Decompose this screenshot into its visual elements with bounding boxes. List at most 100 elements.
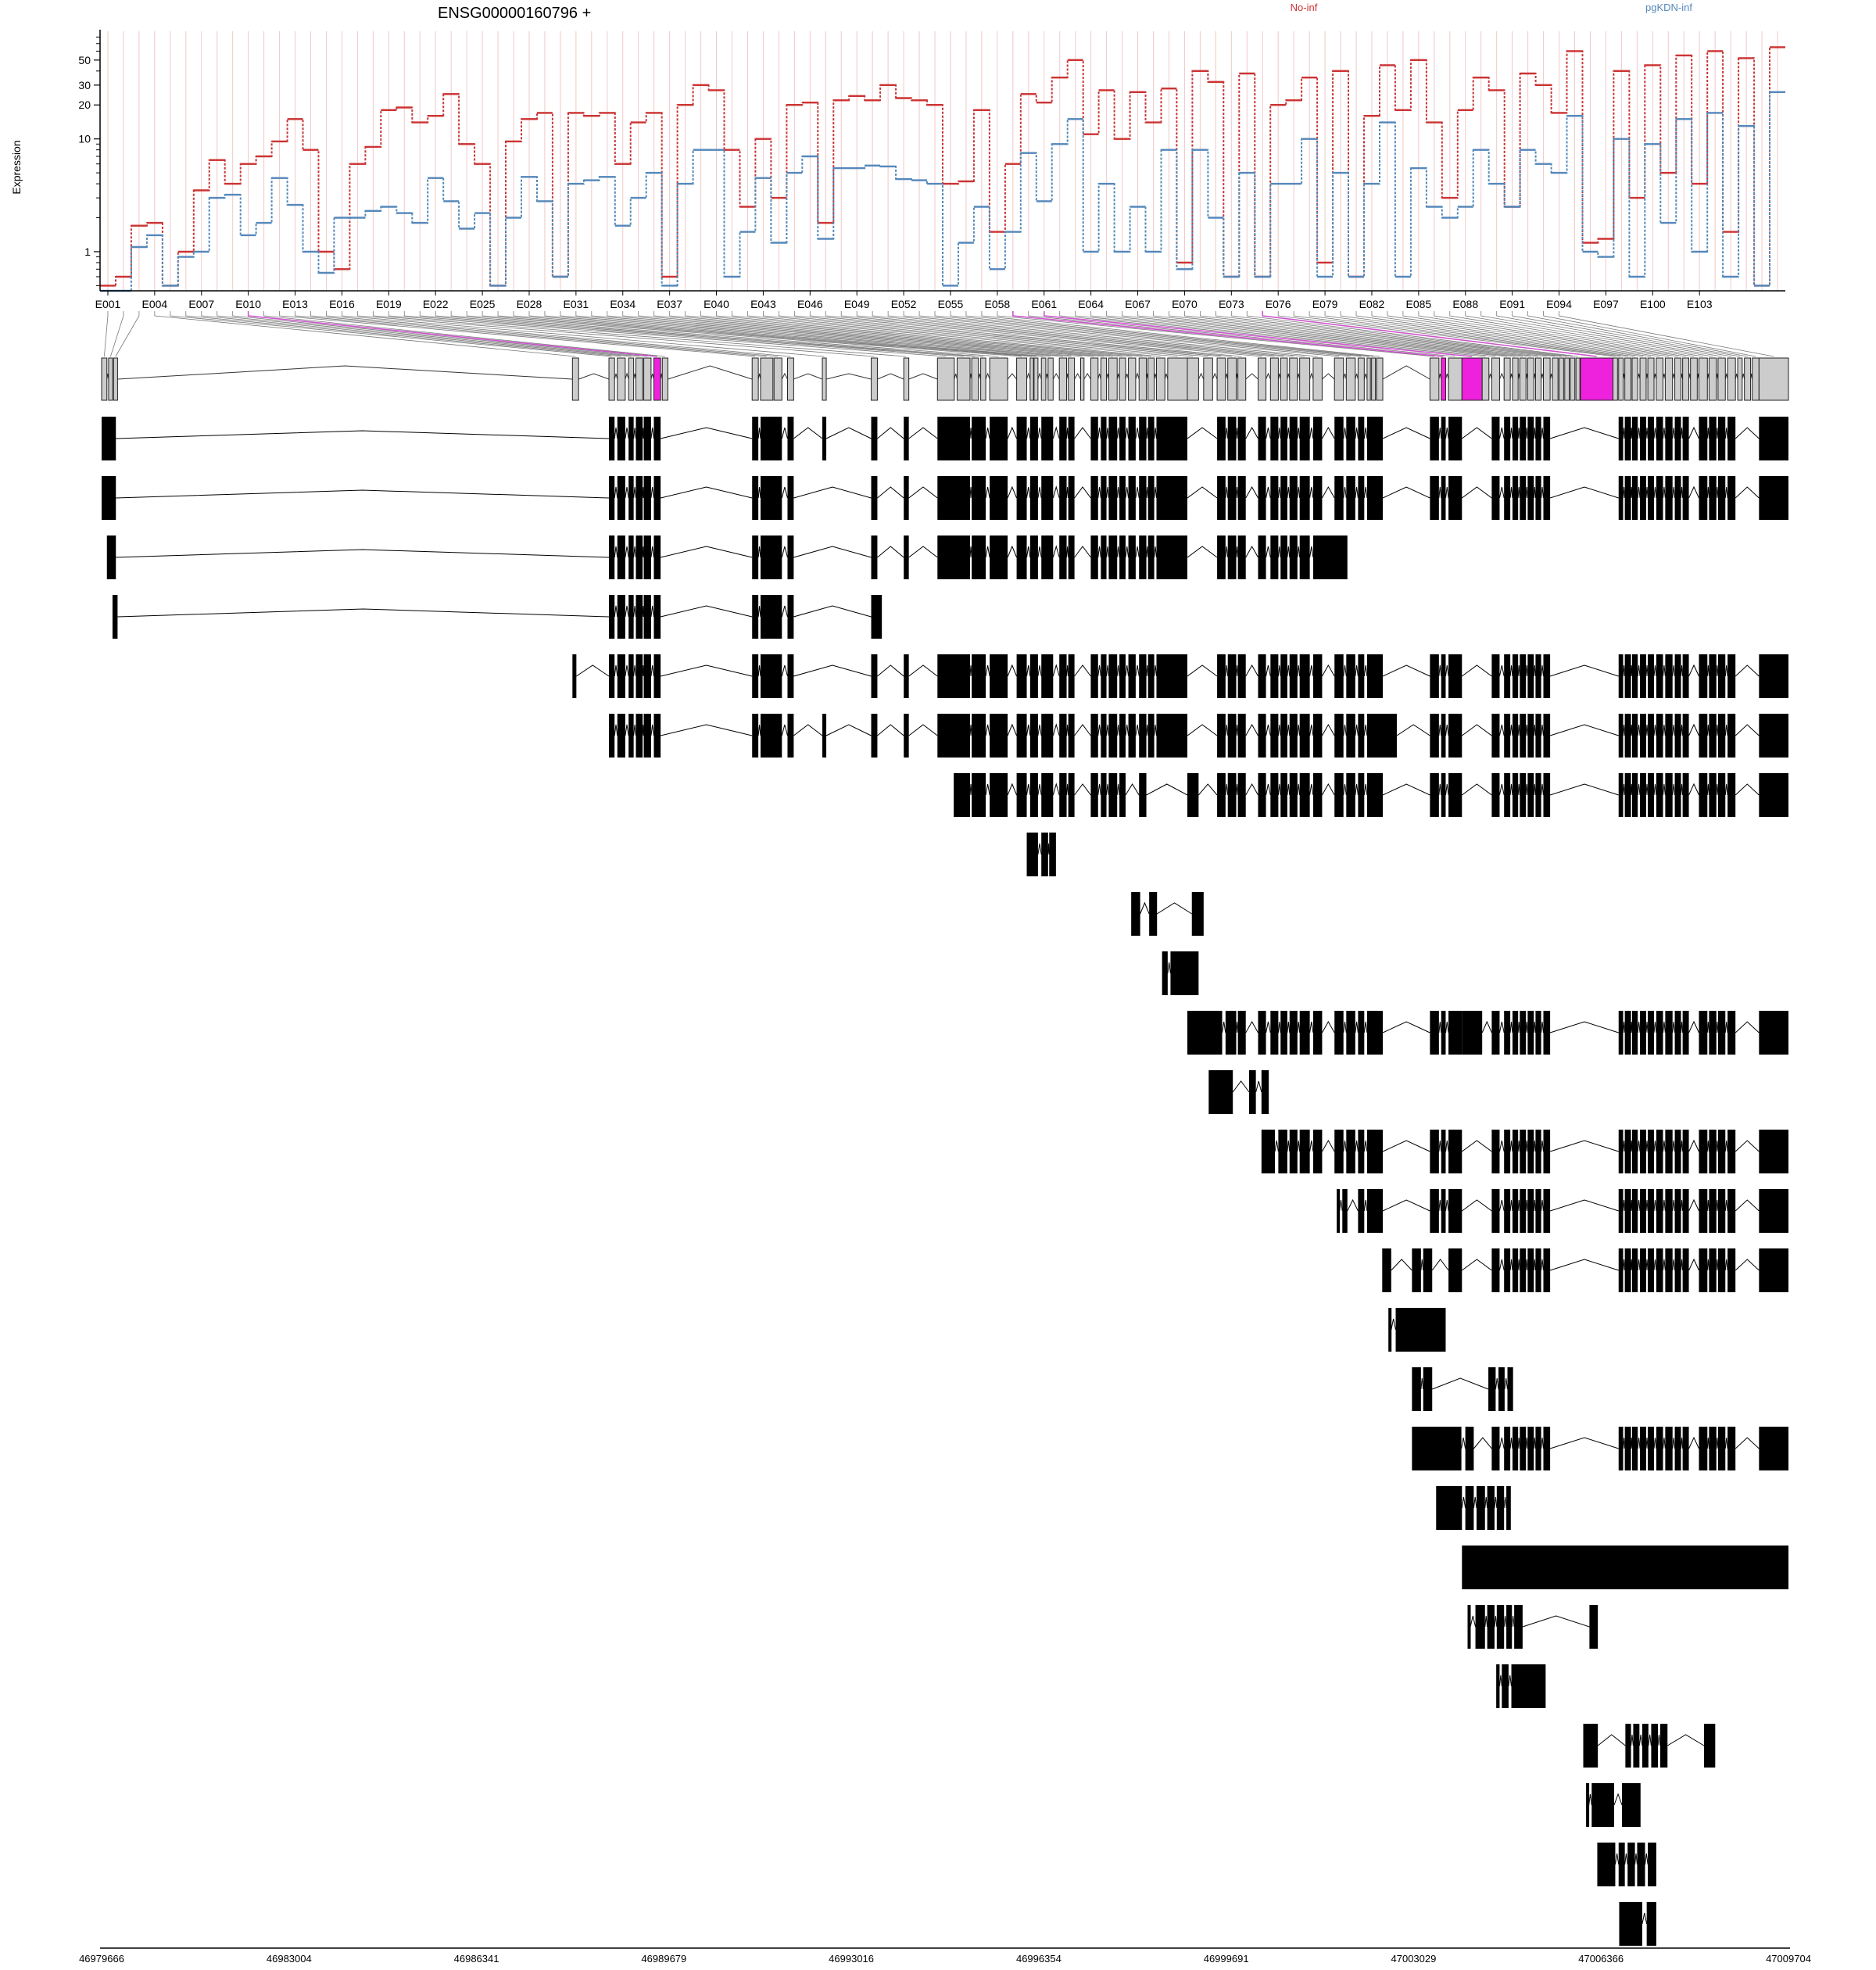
transcript-intron — [1125, 546, 1130, 558]
transcript-intron — [1037, 783, 1042, 796]
transcript-intron — [1525, 664, 1528, 677]
transcript-exon — [1624, 1248, 1631, 1292]
transcript-exon — [1709, 476, 1717, 520]
transcript-exon — [1467, 1605, 1471, 1649]
gene-model-exon — [1717, 357, 1726, 401]
transcript-exon — [1504, 1130, 1511, 1173]
exon-connector — [778, 311, 1233, 357]
transcript-intron — [1007, 545, 1018, 558]
transcript-exon — [1059, 535, 1067, 579]
transcript-exon — [1674, 654, 1681, 698]
transcript-exon — [1618, 476, 1624, 520]
transcript-exon — [1586, 1783, 1590, 1827]
transcript-exon — [1016, 535, 1027, 579]
transcript-intron — [1146, 783, 1188, 796]
transcript-intron — [1645, 486, 1649, 499]
transcript-exon — [1346, 714, 1355, 758]
transcript-exon — [937, 417, 970, 460]
transcript-intron — [1509, 724, 1513, 736]
transcript-intron — [1266, 427, 1271, 439]
transcript-intron — [1321, 485, 1335, 499]
exon-connector — [825, 311, 1275, 357]
transcript-exon — [1237, 654, 1246, 698]
transcript-intron — [1680, 427, 1684, 439]
transcript-exon — [1430, 714, 1439, 758]
transcript-exon — [1280, 1011, 1287, 1055]
transcript-intron — [1438, 1199, 1442, 1212]
transcript-intron — [614, 486, 618, 499]
transcript-exon — [990, 654, 1008, 698]
gene-model-intron — [877, 373, 904, 380]
gene-model-exon — [1299, 357, 1311, 401]
transcript-intron — [1508, 1674, 1513, 1687]
transcript-exon — [1128, 476, 1136, 520]
gene-model-intron — [668, 365, 753, 380]
transcript-intron — [1724, 1437, 1728, 1449]
transcript-intron — [1663, 1021, 1666, 1033]
transcript-exon — [1208, 1070, 1233, 1114]
gene-model-exon — [1167, 357, 1188, 401]
transcript-intron — [1266, 724, 1271, 736]
transcript-exon — [1026, 833, 1038, 876]
transcript-exon — [1412, 1427, 1462, 1470]
transcript-exon — [1631, 1189, 1638, 1233]
transcript-exon — [1491, 1130, 1500, 1173]
transcript-intron — [985, 783, 990, 796]
gene-model-exon — [1040, 357, 1047, 401]
transcript-intron — [1462, 1199, 1492, 1212]
transcript-intron — [633, 605, 637, 618]
transcript-exon — [1759, 476, 1788, 520]
exon-connector — [1059, 311, 1486, 357]
transcript-intron — [1382, 1140, 1430, 1152]
gene-model-intron — [614, 373, 618, 380]
transcript-intron — [1066, 486, 1069, 499]
gene-model-exon — [1147, 357, 1155, 401]
transcript-intron — [1445, 724, 1449, 736]
transcript-exon — [1119, 773, 1126, 817]
transcript-intron — [1716, 1259, 1719, 1271]
transcript-exon — [1491, 476, 1500, 520]
series-line-no-inf — [100, 46, 1785, 287]
exon-connector — [279, 311, 756, 357]
transcript-exon — [1465, 1427, 1474, 1470]
transcript-exon — [1665, 1248, 1673, 1292]
transcript-intron — [1074, 546, 1091, 558]
transcript-intron — [1225, 724, 1229, 736]
transcript-exon — [1029, 654, 1038, 698]
transcript-exon — [1665, 654, 1673, 698]
transcript-intron — [1541, 783, 1544, 796]
transcript-exon — [871, 417, 878, 460]
transcript-exon — [1156, 654, 1187, 698]
transcript-intron — [877, 546, 904, 558]
transcript-intron — [1297, 724, 1301, 736]
transcript-exon — [1217, 476, 1226, 520]
transcript-intron — [1509, 1437, 1513, 1449]
transcript-exon — [1029, 535, 1038, 579]
genome-tick-label: 46996354 — [1016, 1953, 1062, 1965]
transcript-intron — [1724, 1021, 1728, 1033]
transcript-intron — [1645, 783, 1649, 796]
transcript-intron — [1541, 724, 1544, 736]
transcript-intron — [1187, 427, 1218, 439]
transcript-intron — [1462, 1140, 1492, 1152]
x-tick-label: E100 — [1640, 298, 1666, 310]
x-tick-label: E043 — [750, 298, 776, 310]
exon-connector — [918, 311, 1352, 357]
transcript-exon — [1139, 535, 1147, 579]
transcript-intron — [1645, 1021, 1649, 1033]
transcript-intron — [1438, 486, 1442, 499]
transcript-intron — [1007, 723, 1018, 736]
transcript-exon — [760, 654, 782, 698]
transcript-exon — [1156, 417, 1187, 460]
transcript-intron — [1549, 1437, 1619, 1449]
transcript-exon — [1029, 714, 1038, 758]
transcript-intron — [1663, 664, 1666, 677]
transcript-intron — [1688, 1139, 1699, 1152]
transcript-exon — [635, 595, 643, 639]
transcript-exon — [1665, 1189, 1673, 1233]
gene-model-exon — [1376, 357, 1384, 401]
transcript-exon — [1717, 654, 1726, 698]
gene-model-exon — [1564, 357, 1570, 401]
transcript-exon — [972, 773, 986, 817]
transcript-exon — [1475, 1605, 1485, 1649]
